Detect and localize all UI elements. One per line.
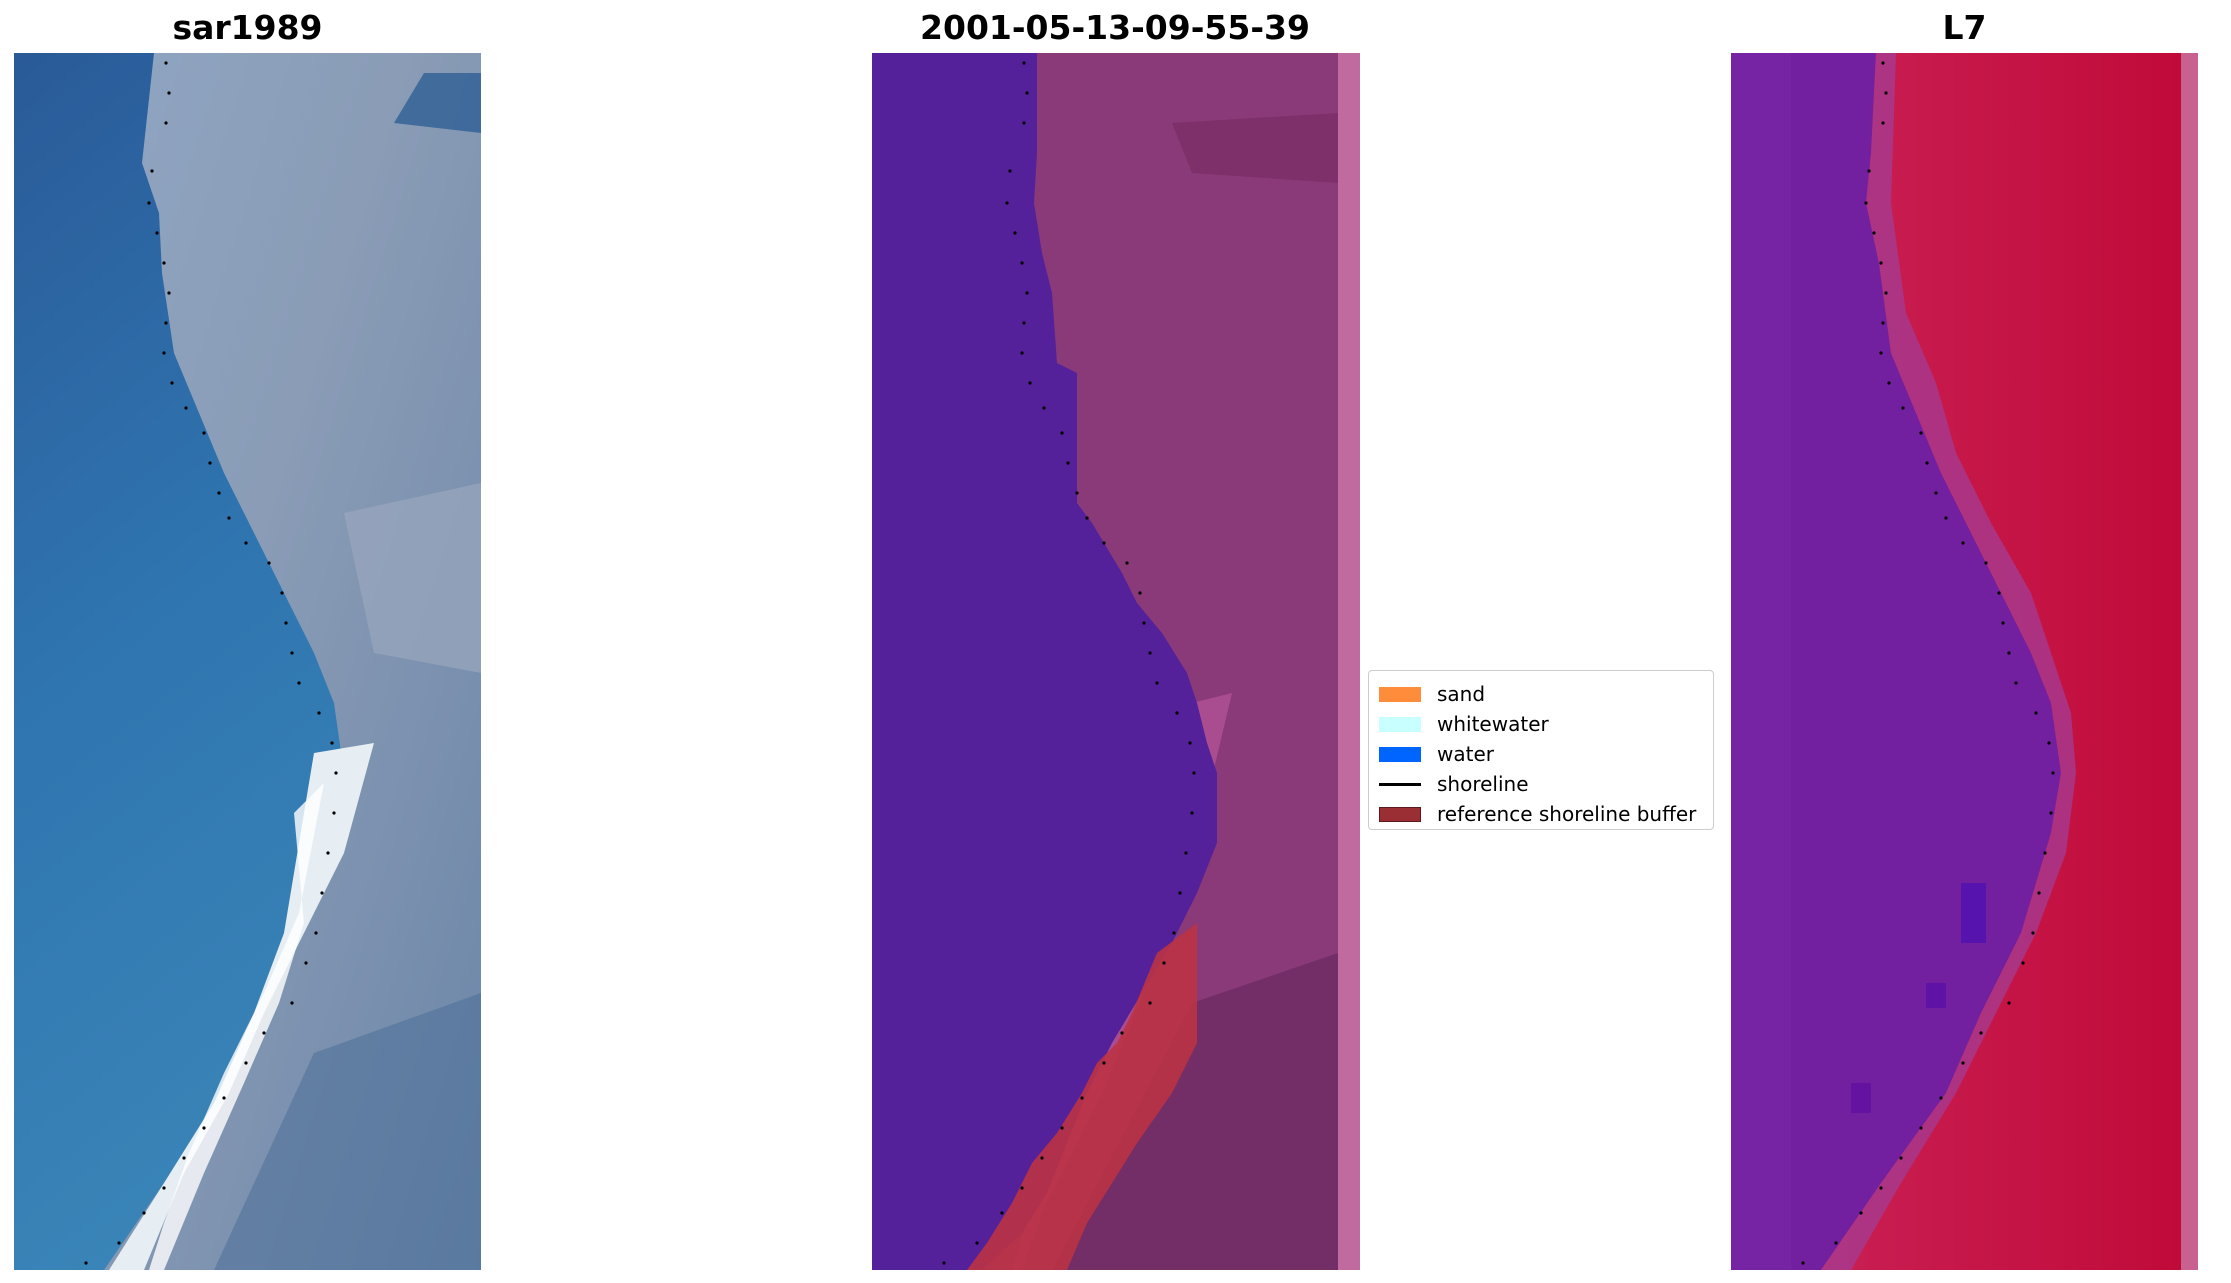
classified-image xyxy=(872,53,1360,1270)
shoreline-line-swatch xyxy=(1379,782,1421,786)
sand-swatch xyxy=(1379,686,1421,702)
whitewater-swatch xyxy=(1379,716,1421,732)
legend-item-water: water xyxy=(1379,739,1703,769)
shoreline-points xyxy=(942,61,1196,1265)
legend-label-shoreline: shoreline xyxy=(1437,772,1529,796)
rgb-satellite-image xyxy=(14,53,481,1270)
legend-label-buffer: reference shoreline buffer xyxy=(1437,802,1697,826)
panel-title-classified: 2001-05-13-09-55-39 xyxy=(920,8,1310,47)
legend-item-sand: sand xyxy=(1379,679,1703,709)
panel-title-rgb: sar1989 xyxy=(172,8,323,47)
legend: sand whitewater water shoreline referenc… xyxy=(1368,670,1714,830)
panel-title-index: L7 xyxy=(1942,8,1987,47)
legend-item-buffer: reference shoreline buffer xyxy=(1379,799,1703,829)
legend-item-shoreline: shoreline xyxy=(1379,769,1703,799)
buffer-swatch xyxy=(1379,806,1421,822)
index-image xyxy=(1731,53,2198,1270)
shoreline-points xyxy=(1801,61,2055,1265)
shoreline-points xyxy=(84,61,338,1265)
legend-item-whitewater: whitewater xyxy=(1379,709,1703,739)
legend-label-water: water xyxy=(1437,742,1494,766)
water-swatch xyxy=(1379,746,1421,762)
legend-label-whitewater: whitewater xyxy=(1437,712,1549,736)
legend-label-sand: sand xyxy=(1437,682,1486,706)
